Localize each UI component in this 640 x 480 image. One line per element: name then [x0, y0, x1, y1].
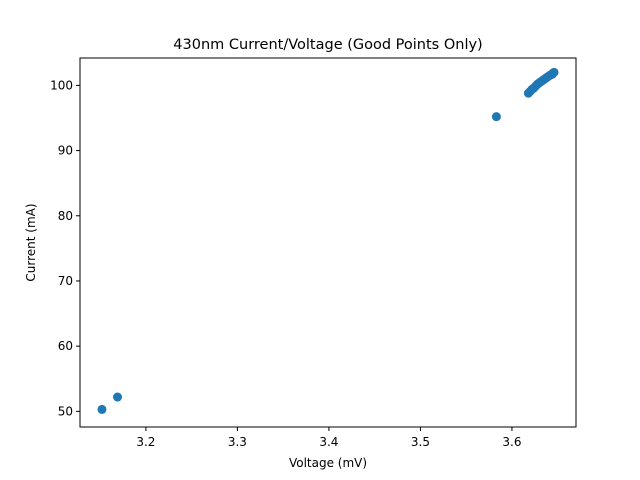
data-point	[549, 67, 559, 77]
data-point	[97, 404, 107, 414]
x-tick-label: 3.2	[136, 435, 155, 449]
x-tick-label: 3.4	[319, 435, 338, 449]
y-tick-label: 70	[58, 274, 73, 288]
y-tick-label: 90	[58, 144, 73, 158]
chart-title: 430nm Current/Voltage (Good Points Only)	[173, 37, 482, 53]
data-point	[113, 392, 123, 402]
x-axis-title: Voltage (mV)	[289, 456, 367, 470]
y-tick-label: 100	[50, 78, 73, 92]
y-axis-title: Current (mA)	[24, 203, 38, 281]
x-tick-label: 3.6	[502, 435, 521, 449]
y-tick-label: 80	[58, 209, 73, 223]
x-tick-label: 3.5	[411, 435, 430, 449]
plot-frame	[79, 57, 577, 428]
y-tick-label: 50	[58, 404, 73, 418]
y-tick-label: 60	[58, 339, 73, 353]
x-tick-label: 3.3	[228, 435, 247, 449]
plot-area: 3.2 3.3 3.4 3.5 3.6 50 60 70 80 90 100	[50, 67, 559, 449]
data-point	[491, 112, 501, 122]
